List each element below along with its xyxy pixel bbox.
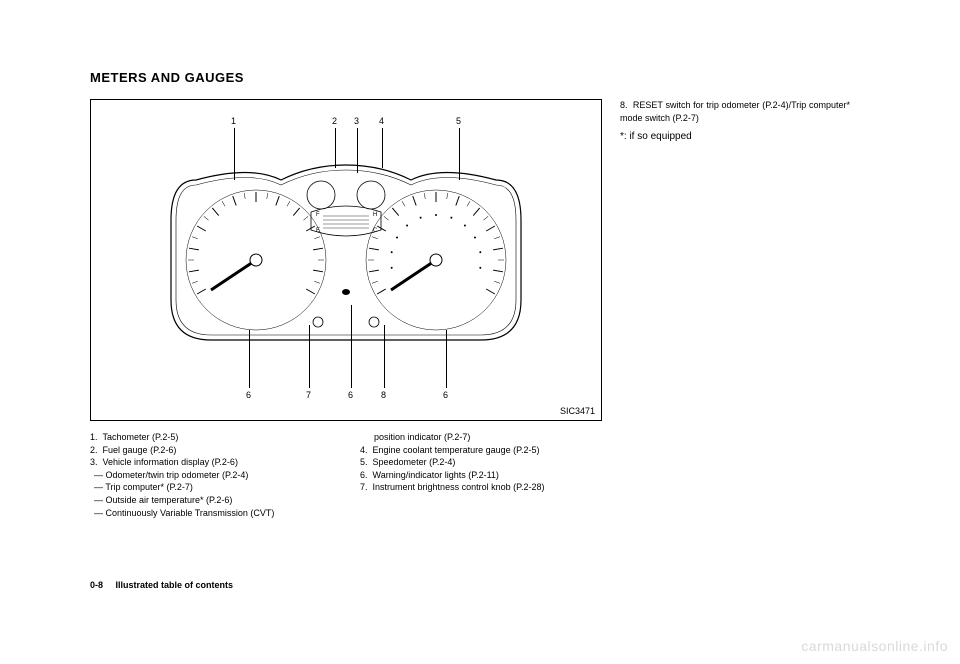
legend-item: 1. Tachometer (P.2-5) <box>90 431 330 444</box>
legend-row: 1. Tachometer (P.2-5) 2. Fuel gauge (P.2… <box>90 431 600 519</box>
legend-item: 2. Fuel gauge (P.2-6) <box>90 444 330 457</box>
callout-6c: 6 <box>443 390 448 400</box>
fuel-f-label: F <box>316 212 320 218</box>
legend-item: 6. Warning/indicator lights (P.2-11) <box>360 469 600 482</box>
legend-item: 5. Speedometer (P.2-4) <box>360 456 600 469</box>
legend-subitem: — Outside air temperature* (P.2-6) <box>90 494 330 507</box>
callout-7: 7 <box>306 390 311 400</box>
left-column: 1 2 3 4 5 6 7 6 8 6 <box>90 99 600 519</box>
callout-8: 8 <box>381 390 386 400</box>
legend-continuation: position indicator (P.2-7) <box>360 431 600 444</box>
diagram-box: 1 2 3 4 5 6 7 6 8 6 <box>90 99 602 421</box>
legend-item: 3. Vehicle information display (P.2-6) <box>90 456 330 469</box>
cluster-svg: F E H C <box>161 160 531 360</box>
equipped-note: *: if so equipped <box>620 130 850 144</box>
watermark: carmanualsonline.info <box>801 638 948 654</box>
legend-col-left: 1. Tachometer (P.2-5) 2. Fuel gauge (P.2… <box>90 431 330 519</box>
legend-subitem: — Trip computer* (P.2-7) <box>90 481 330 494</box>
legend-item: 8. RESET switch for trip odometer (P.2-4… <box>620 99 850 124</box>
right-column: 8. RESET switch for trip odometer (P.2-4… <box>620 99 850 519</box>
content-row: 1 2 3 4 5 6 7 6 8 6 <box>90 99 870 519</box>
callout-1: 1 <box>231 116 236 126</box>
legend-item: 4. Engine coolant temperature gauge (P.2… <box>360 444 600 457</box>
diagram-code: SIC3471 <box>560 406 595 416</box>
temp-c-label: C <box>373 228 378 234</box>
legend-col-mid: position indicator (P.2-7) 4. Engine coo… <box>360 431 600 519</box>
callout-6a: 6 <box>246 390 251 400</box>
callout-5: 5 <box>456 116 461 126</box>
section-name: Illustrated table of contents <box>116 580 234 590</box>
callout-6b: 6 <box>348 390 353 400</box>
callout-3: 3 <box>354 116 359 126</box>
section-title: METERS AND GAUGES <box>90 70 870 85</box>
page-footer: 0-8 Illustrated table of contents <box>90 580 233 590</box>
instrument-cluster: F E H C <box>161 160 531 360</box>
callout-4: 4 <box>379 116 384 126</box>
legend-item: 7. Instrument brightness control knob (P… <box>360 481 600 494</box>
legend-subitem: — Continuously Variable Transmission (CV… <box>90 507 330 520</box>
page-number: 0-8 <box>90 580 103 590</box>
page-container: METERS AND GAUGES 1 2 3 4 5 6 7 6 8 <box>90 70 870 590</box>
temp-h-label: H <box>373 212 377 218</box>
legend-subitem: — Odometer/twin trip odometer (P.2-4) <box>90 469 330 482</box>
callout-2: 2 <box>332 116 337 126</box>
fuel-e-label: E <box>316 228 320 234</box>
